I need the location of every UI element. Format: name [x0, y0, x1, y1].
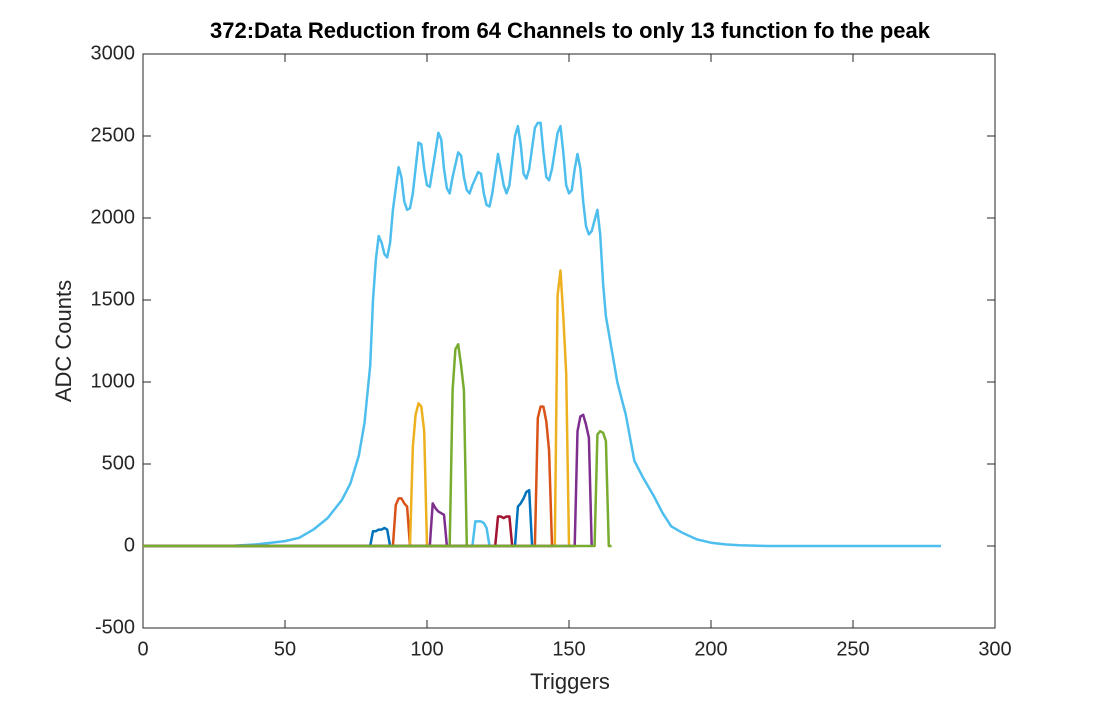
- y-tick-label: 2000: [91, 206, 136, 228]
- x-tick-label: 100: [410, 638, 443, 660]
- data-line: [143, 488, 534, 548]
- x-tick-label: 200: [694, 638, 727, 660]
- data-line: [143, 269, 572, 548]
- data-line: [143, 429, 612, 548]
- data-line: [143, 121, 941, 548]
- y-tick-label: 0: [124, 534, 135, 556]
- y-tick-label: 3000: [91, 42, 136, 64]
- x-tick-label: 300: [978, 638, 1011, 660]
- y-tick-label: 2500: [91, 124, 136, 146]
- y-tick-label: 1500: [91, 288, 136, 310]
- data-line: [143, 502, 449, 548]
- data-line: [143, 413, 593, 548]
- x-tick-label: 250: [836, 638, 869, 660]
- y-tick-label: -500: [95, 616, 135, 638]
- y-tick-label: 500: [102, 452, 135, 474]
- x-tick-label: 0: [137, 638, 148, 660]
- data-line: [143, 343, 469, 548]
- data-line: [143, 526, 392, 548]
- y-tick-label: 1000: [91, 370, 136, 392]
- x-axis-label: Triggers: [530, 669, 610, 694]
- y-axis-label: ADC Counts: [51, 280, 76, 402]
- data-line: [143, 515, 514, 548]
- data-line: [143, 402, 429, 548]
- data-line: [143, 497, 412, 548]
- x-tick-label: 50: [274, 638, 296, 660]
- x-tick-label: 150: [552, 638, 585, 660]
- data-line: [143, 405, 554, 548]
- chart-title: 372:Data Reduction from 64 Channels to o…: [210, 18, 931, 43]
- data-line: [143, 520, 491, 548]
